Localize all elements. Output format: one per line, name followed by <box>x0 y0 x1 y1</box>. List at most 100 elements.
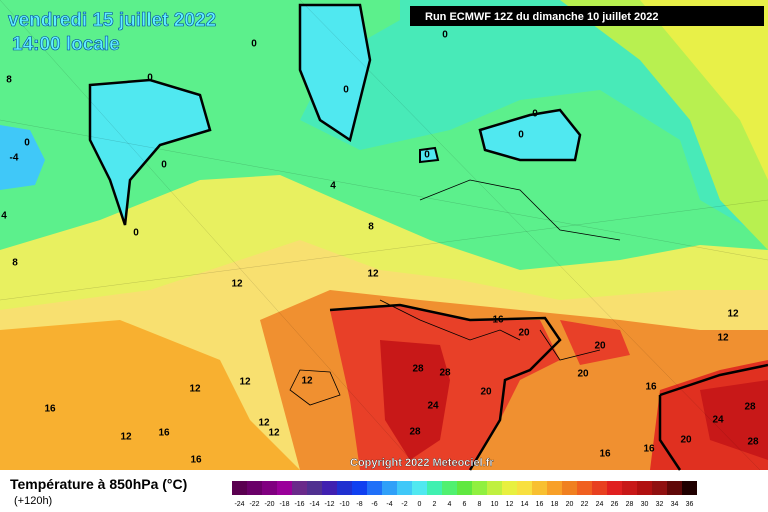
legend-label: 14 <box>521 501 529 508</box>
contour-label: 16 <box>599 449 611 460</box>
contour-label: 16 <box>643 444 655 455</box>
legend-label: -2 <box>401 501 407 508</box>
contour-label: 0 <box>424 150 430 161</box>
legend-swatch <box>607 481 622 495</box>
run-box <box>410 6 764 26</box>
contour-label: 12 <box>120 432 132 443</box>
legend-swatch <box>667 481 682 495</box>
legend-swatch <box>532 481 547 495</box>
contour-label: 16 <box>190 455 202 466</box>
contour-label: 12 <box>189 384 201 395</box>
legend-label: -12 <box>324 501 334 508</box>
contour-label: 0 <box>518 130 524 141</box>
legend-swatch <box>247 481 262 495</box>
legend-label: 2 <box>433 501 437 508</box>
legend-label: 6 <box>463 501 467 508</box>
legend-label: 10 <box>491 501 499 508</box>
contour-label: 28 <box>747 437 759 448</box>
contour-label: 20 <box>480 387 492 398</box>
legend-label: -20 <box>264 501 274 508</box>
contour-label: 12 <box>727 309 739 320</box>
contour-label: 0 <box>24 138 30 149</box>
contour-label: 0 <box>161 160 167 171</box>
legend-label: -10 <box>339 501 349 508</box>
legend-label: 26 <box>611 501 619 508</box>
legend-swatch <box>622 481 637 495</box>
contour-label: 20 <box>680 435 692 446</box>
legend-swatch <box>562 481 577 495</box>
legend-swatch <box>352 481 367 495</box>
contour-label: 0 <box>532 109 538 120</box>
contour-label: 12 <box>231 279 243 290</box>
legend-label: 34 <box>671 501 679 508</box>
contour-label: 4 <box>330 181 336 192</box>
contour-label: 12 <box>301 376 313 387</box>
legend-label: 16 <box>536 501 544 508</box>
map <box>0 0 768 471</box>
legend-label: -24 <box>234 501 244 508</box>
contour-label: 28 <box>744 402 756 413</box>
contour-label: 8 <box>368 222 374 233</box>
contour-label: 0 <box>343 85 349 96</box>
legend-swatch <box>232 481 247 495</box>
legend-swatch <box>547 481 562 495</box>
legend-swatch <box>307 481 322 495</box>
legend-label: -8 <box>356 501 362 508</box>
contour-label: 20 <box>577 369 589 380</box>
legend-label: 0 <box>418 501 422 508</box>
legend-swatch <box>277 481 292 495</box>
contour-label: 0 <box>147 73 153 84</box>
contour-label: 0 <box>442 30 448 41</box>
legend-label: 18 <box>551 501 559 508</box>
legend-label: 28 <box>626 501 634 508</box>
contour-label: 24 <box>712 415 724 426</box>
legend-label: 36 <box>686 501 694 508</box>
contour-label: 16 <box>158 428 170 439</box>
legend-swatch <box>382 481 397 495</box>
contour-label: 0 <box>251 39 257 50</box>
legend-swatch <box>262 481 277 495</box>
legend-swatch <box>367 481 382 495</box>
contour-label: 12 <box>717 333 729 344</box>
contour-label: 12 <box>268 428 280 439</box>
legend-swatch <box>487 481 502 495</box>
copyright: Copyright 2022 Meteociel.fr <box>350 457 494 469</box>
contour-label: 16 <box>645 382 657 393</box>
legend-swatch <box>457 481 472 495</box>
legend-swatch <box>472 481 487 495</box>
legend-label: -16 <box>294 501 304 508</box>
legend-swatch <box>517 481 532 495</box>
legend-label: 30 <box>641 501 649 508</box>
legend-swatch <box>577 481 592 495</box>
legend: -24 -22 -20 -18 -16 -14 -12 -10 -8 -6 -4 -2 0 2 4 6 8 10 1… <box>232 481 697 508</box>
contour-label: 28 <box>409 427 421 438</box>
contour-label: 24 <box>427 401 439 412</box>
legend-label: -14 <box>309 501 319 508</box>
contour-label: 4 <box>1 211 7 222</box>
legend-label: 8 <box>478 501 482 508</box>
legend-label: -6 <box>371 501 377 508</box>
legend-swatch <box>337 481 352 495</box>
contour-label: 28 <box>439 368 451 379</box>
legend-swatch <box>502 481 517 495</box>
legend-swatch <box>682 481 697 495</box>
legend-swatch <box>637 481 652 495</box>
legend-swatch <box>427 481 442 495</box>
legend-label: -22 <box>249 501 259 508</box>
legend-label: -4 <box>386 501 392 508</box>
run-info: Run ECMWF 12Z du dimanche 10 juillet 202… <box>425 11 659 23</box>
contour-label: 8 <box>12 258 18 269</box>
contour-label: 28 <box>412 364 424 375</box>
legend-label: 4 <box>448 501 452 508</box>
legend-label: 24 <box>596 501 604 508</box>
legend-label: 32 <box>656 501 664 508</box>
contour-label: 16 <box>44 404 56 415</box>
legend-swatch <box>652 481 667 495</box>
footer-lead: (+120h) <box>14 495 52 507</box>
contour-label: 20 <box>594 341 606 352</box>
legend-label: 22 <box>581 501 589 508</box>
contour-label: 12 <box>367 269 379 280</box>
legend-label: 20 <box>566 501 574 508</box>
